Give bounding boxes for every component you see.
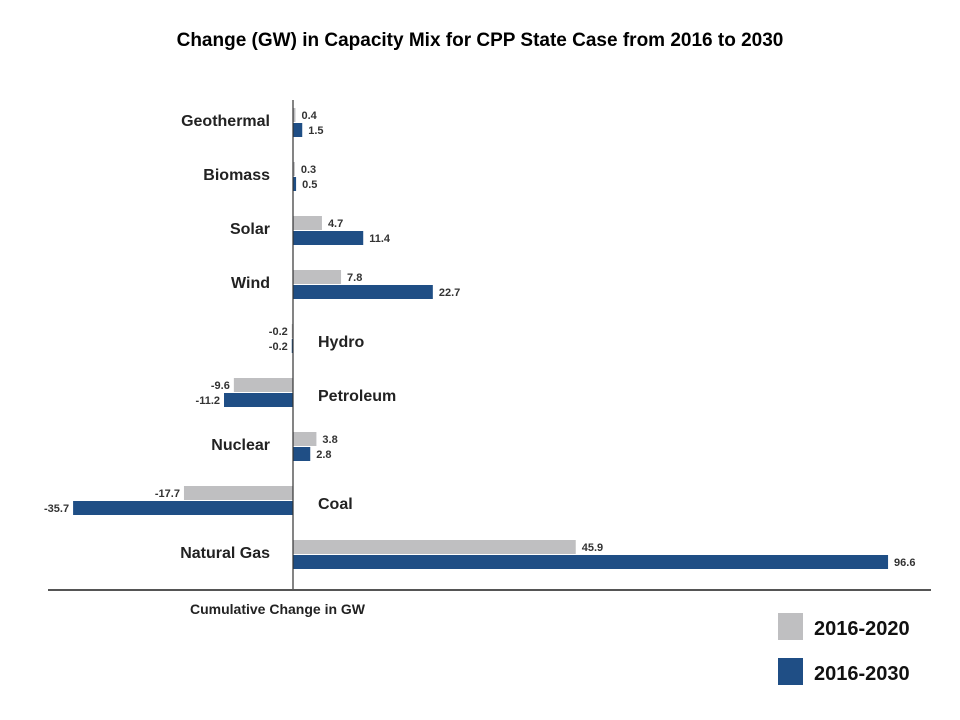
- data-label: 2.8: [316, 449, 331, 461]
- category-label: Hydro: [318, 334, 364, 351]
- data-label: 96.6: [894, 557, 915, 569]
- data-label: 7.8: [347, 272, 362, 284]
- data-label: 0.3: [301, 164, 316, 176]
- bar-2016-2030: [293, 447, 311, 461]
- data-label: -9.6: [211, 380, 230, 392]
- category-label: Biomass: [203, 167, 270, 184]
- category-label: Nuclear: [211, 437, 270, 454]
- data-label: 45.9: [582, 542, 603, 554]
- legend-label: 2016-2020: [814, 618, 910, 640]
- bar-2016-2020: [293, 540, 576, 554]
- category-label: Petroleum: [318, 388, 396, 405]
- category-label: Solar: [230, 221, 270, 238]
- data-label: -17.7: [155, 488, 180, 500]
- category-label: Coal: [318, 496, 353, 513]
- category-label: Natural Gas: [180, 545, 270, 562]
- category-label: Geothermal: [181, 113, 270, 130]
- bar-2016-2030: [293, 555, 889, 569]
- bar-2016-2020: [293, 432, 317, 446]
- legend-swatch-2016-2020: [778, 613, 803, 640]
- bar-2016-2030: [73, 501, 293, 515]
- bar-2016-2020: [233, 378, 293, 392]
- data-label: 3.8: [322, 434, 337, 446]
- data-label: -11.2: [196, 395, 220, 407]
- bar-2016-2020: [293, 162, 295, 176]
- data-label: 0.4: [301, 110, 317, 122]
- data-label: 0.5: [302, 179, 317, 191]
- bar-2016-2020: [183, 486, 293, 500]
- x-axis-label: Cumulative Change in GW: [190, 601, 366, 617]
- data-label: -0.2: [269, 341, 288, 353]
- legend-label: 2016-2030: [814, 663, 910, 685]
- bar-2016-2020: [293, 270, 342, 284]
- chart-title: Change (GW) in Capacity Mix for CPP Stat…: [176, 30, 784, 51]
- bar-2016-2030: [224, 393, 293, 407]
- data-label: -0.2: [269, 326, 288, 338]
- bar-2016-2020: [293, 216, 322, 230]
- data-label: 11.4: [369, 233, 391, 245]
- category-label: Wind: [231, 275, 270, 292]
- bar-2016-2030: [293, 123, 303, 137]
- bar-2016-2030: [293, 285, 433, 299]
- data-label: 22.7: [439, 287, 460, 299]
- legend-swatch-2016-2030: [778, 658, 803, 685]
- bar-2016-2020: [293, 108, 296, 122]
- data-label: -35.7: [44, 503, 69, 515]
- data-label: 4.7: [328, 218, 343, 230]
- bar-2016-2030: [293, 231, 364, 245]
- bar-2016-2030: [293, 177, 297, 191]
- data-label: 1.5: [308, 125, 323, 137]
